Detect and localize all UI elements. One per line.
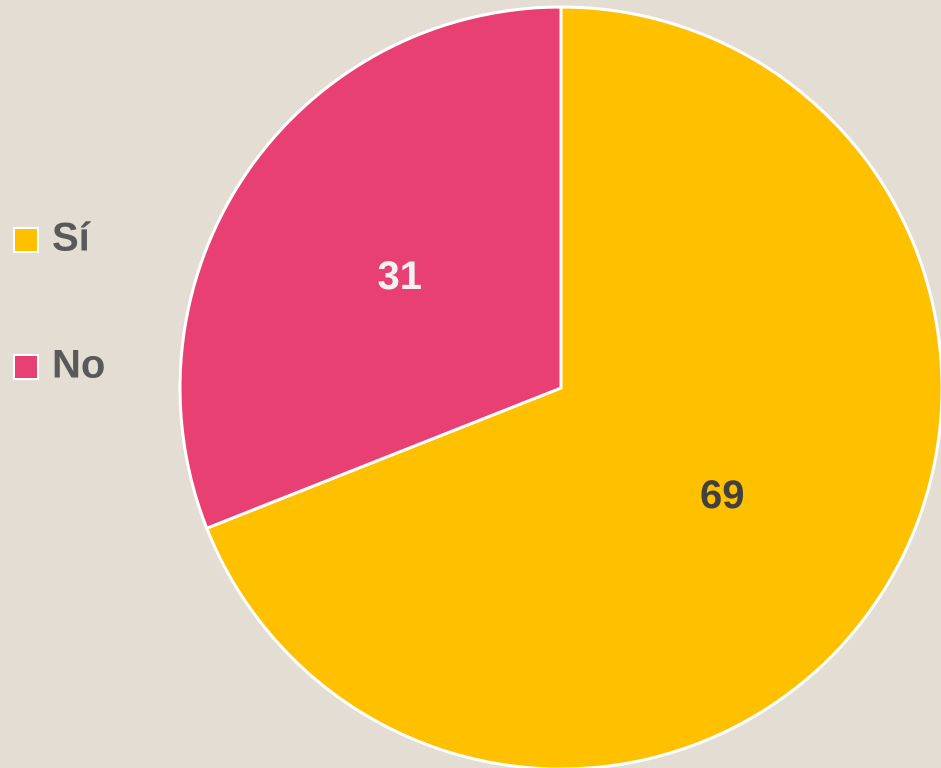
legend-label: Sí (52, 216, 92, 260)
legend-label: No (52, 343, 105, 387)
legend-swatch (13, 227, 39, 253)
legend-swatch (13, 354, 39, 380)
data-label: 69 (700, 473, 745, 517)
pie-slice (178, 5, 563, 530)
pie-slice (205, 5, 941, 768)
data-label: 31 (377, 254, 422, 298)
